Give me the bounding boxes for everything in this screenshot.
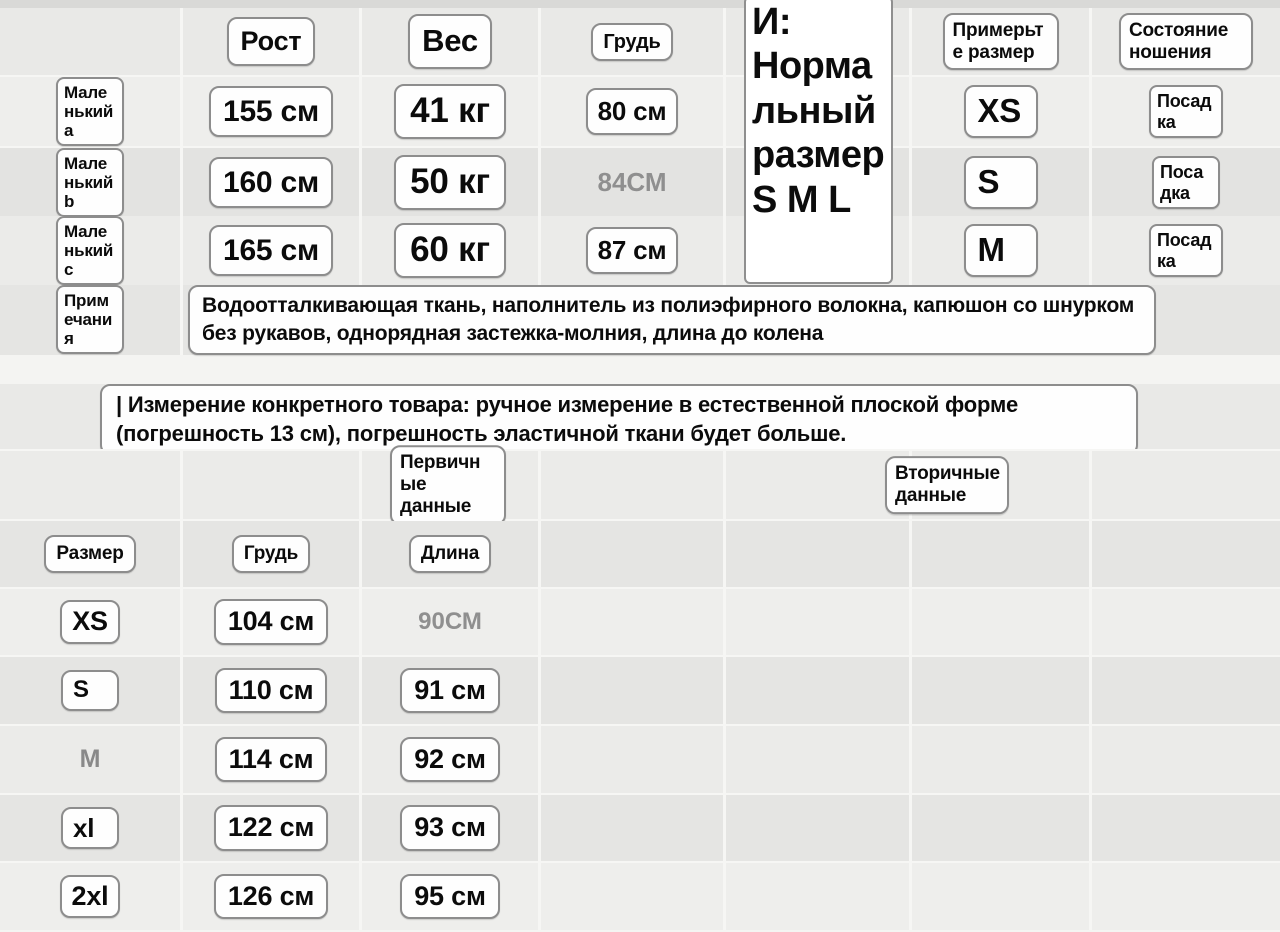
weight-value: 60 кг	[394, 223, 506, 278]
length-value-untranslated: 90СМ	[418, 608, 482, 635]
column-header-try-size: Примерьте размер	[942, 12, 1059, 71]
size-value: xl	[61, 806, 119, 850]
column-header-size: Размер	[44, 534, 136, 574]
chest-value: 87 см	[585, 227, 679, 274]
table1-corner-cell	[0, 8, 180, 75]
weight-value: 50 кг	[394, 155, 506, 210]
chest-value: 110 см	[214, 667, 328, 714]
fit-value: Посадка	[1152, 156, 1220, 209]
table-row: Маленький b 160 см 50 кг 84СМ S Посадка	[0, 146, 1280, 218]
notes-row: Примечания Водоотталкивающая ткань, напо…	[0, 283, 1280, 355]
group-header-secondary-data: Вторичные данные	[885, 456, 1009, 514]
size-value: S	[963, 156, 1038, 209]
table-row: xl 122 см 93 см	[0, 793, 1280, 861]
length-value: 93 см	[400, 805, 500, 851]
table-row: S 110 см 91 см	[0, 655, 1280, 724]
column-header-weight: Вес	[408, 14, 492, 69]
table2-group-header-row: Первичные данные Вторичные данные	[0, 445, 1280, 525]
tables-gap	[0, 353, 1280, 384]
length-value: 95 см	[400, 873, 500, 920]
size-table-product-measurements: | Измерение конкретного товара: ручное и…	[0, 384, 1280, 930]
fit-value: Посадка	[1149, 85, 1223, 138]
table-row: Маленький c 165 см 60 кг 87 см M Посадка	[0, 214, 1280, 286]
height-value: 165 см	[208, 225, 334, 277]
chest-value-untranslated: 84СМ	[597, 167, 667, 198]
chest-value: 122 см	[213, 805, 329, 851]
notes-text: Водоотталкивающая ткань, наполнитель из …	[188, 285, 1156, 355]
size-value: 2xl	[59, 874, 121, 919]
weight-value: 41 кг	[394, 84, 506, 139]
column-header-length: Длина	[408, 534, 492, 574]
group-header-primary-data: Первичные данные	[390, 445, 506, 525]
table2-header-row: Размер Грудь Длина	[0, 519, 1280, 587]
row-label-small-c: Маленький c	[56, 216, 124, 286]
size-value: XS	[60, 600, 120, 644]
size-value: S	[61, 670, 119, 711]
fit-value: Посадка	[1149, 224, 1223, 277]
table1-header-row: Рост Вес Грудь Примерьте размер Состояни…	[0, 8, 1280, 75]
top-strip	[0, 0, 1280, 8]
column-header-wear-state: Состояние ношения	[1119, 12, 1253, 71]
table-row: Маленький a 155 см 41 кг 80 см XS Посадк…	[0, 75, 1280, 147]
height-value: 160 см	[208, 157, 334, 209]
column-header-height: Рост	[226, 16, 316, 67]
chest-value: 114 см	[214, 736, 328, 783]
chest-value: 80 см	[585, 88, 679, 135]
table-row: M 114 см 92 см	[0, 724, 1280, 793]
chest-value: 104 см	[213, 599, 329, 645]
column-header-chest: Грудь	[591, 22, 673, 61]
vertical-overlay-note: И: Нормальный размер S M L	[744, 0, 893, 284]
row-label-small-b: Маленький b	[56, 148, 124, 218]
row-label-small-a: Маленький a	[56, 77, 124, 147]
chest-value: 126 см	[213, 873, 329, 920]
measure-note-row: | Измерение конкретного товара: ручное и…	[0, 384, 1280, 456]
height-value: 155 см	[208, 86, 334, 138]
size-value: M	[963, 224, 1038, 277]
table-row: 2xl 126 см 95 см	[0, 861, 1280, 930]
table-row: XS 104 см 90СМ	[0, 587, 1280, 655]
size-value-untranslated: M	[79, 745, 101, 773]
size-table-body-measurements: Рост Вес Грудь Примерьте размер Состояни…	[0, 8, 1280, 355]
notes-label: Примечания	[56, 285, 124, 355]
length-value: 92 см	[400, 736, 500, 783]
column-header-chest: Грудь	[231, 534, 311, 574]
size-value: XS	[963, 85, 1038, 138]
measure-note-text: | Измерение конкретного товара: ручное и…	[100, 384, 1138, 456]
length-value: 91 см	[400, 667, 500, 714]
